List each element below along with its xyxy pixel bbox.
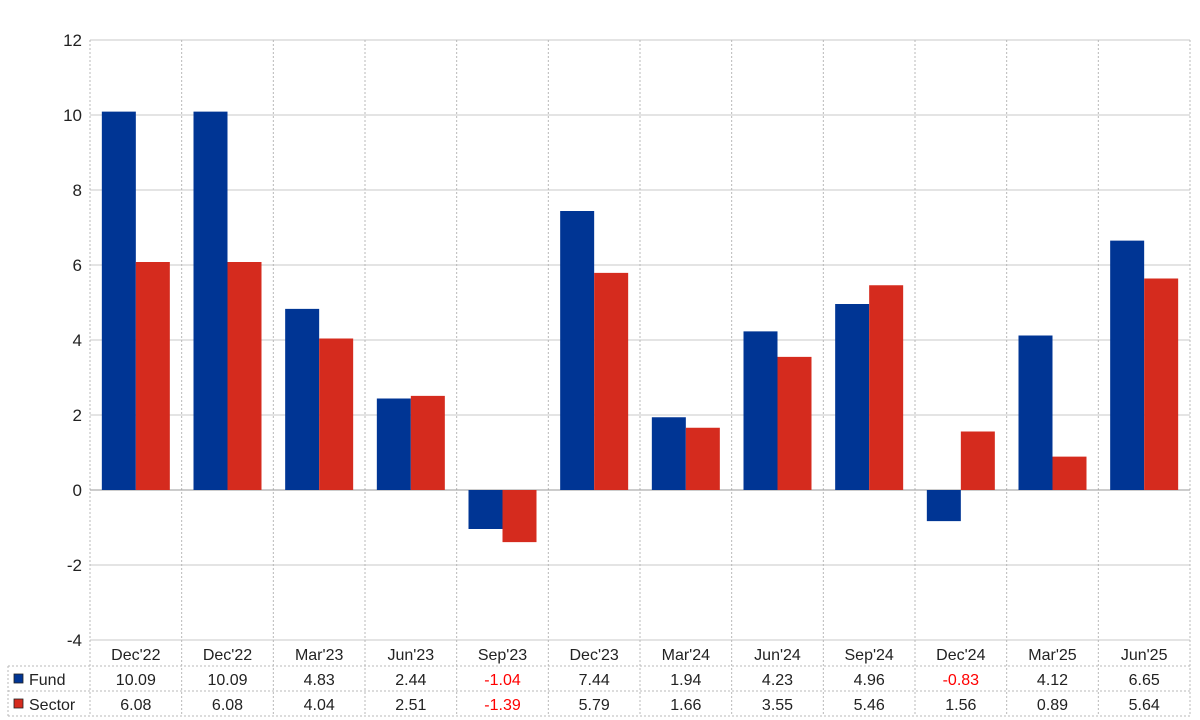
bar-sector — [685, 427, 720, 490]
y-tick-label: -4 — [67, 631, 82, 650]
data-label-sector: -1.39 — [484, 697, 521, 714]
data-label-sector: 5.79 — [579, 697, 610, 714]
bar-fund — [651, 417, 686, 490]
data-label-fund: 6.65 — [1129, 672, 1160, 689]
y-tick-label: 12 — [63, 31, 82, 50]
x-category-label: Dec'22 — [203, 647, 252, 664]
data-label-sector: 2.51 — [395, 697, 426, 714]
data-label-sector: 5.64 — [1129, 697, 1160, 714]
bar-sector — [869, 285, 904, 490]
y-tick-label: 8 — [73, 181, 82, 200]
bars — [101, 111, 1179, 543]
bar-sector — [319, 338, 354, 490]
data-label-sector: 5.46 — [854, 697, 885, 714]
data-label-sector: 4.04 — [304, 697, 335, 714]
data-label-fund: 4.23 — [762, 672, 793, 689]
bar-sector — [1052, 456, 1087, 490]
bar-fund — [743, 331, 778, 490]
bar-fund — [1110, 240, 1145, 490]
y-tick-label: 6 — [73, 256, 82, 275]
bar-fund — [468, 490, 503, 529]
data-label-fund: 4.83 — [304, 672, 335, 689]
data-label-fund: 10.09 — [207, 672, 247, 689]
x-category-label: Mar'24 — [662, 647, 711, 664]
bar-sector — [135, 262, 170, 490]
gridlines — [7, 39, 1191, 716]
data-label-fund: 4.96 — [854, 672, 885, 689]
x-category-label: Sep'23 — [478, 647, 527, 664]
data-label-fund: -0.83 — [943, 672, 980, 689]
data-label-sector: 6.08 — [212, 697, 243, 714]
bar-fund — [101, 111, 136, 490]
data-label-sector: 1.66 — [670, 697, 701, 714]
legend-label-fund: Fund — [29, 672, 65, 689]
data-label-fund: 2.44 — [395, 672, 426, 689]
data-label-sector: 6.08 — [120, 697, 151, 714]
data-label-fund: 1.94 — [670, 672, 701, 689]
x-category-label: Mar'25 — [1028, 647, 1077, 664]
y-tick-label: 10 — [63, 106, 82, 125]
data-table: Dec'22 Dec'22 Mar'23 Jun'23 Sep'23 Dec'23 Mar'… — [8, 647, 1190, 717]
bar-fund — [1018, 335, 1053, 490]
bar-sector — [410, 395, 445, 490]
bar-sector — [1144, 278, 1179, 490]
y-axis: -4 -2 0 2 4 6 8 10 12 — [63, 31, 82, 650]
data-label-fund: 7.44 — [579, 672, 610, 689]
bar-fund — [926, 490, 961, 522]
x-category-label: Jun'25 — [1121, 647, 1168, 664]
bar-sector — [227, 262, 262, 490]
y-tick-label: -2 — [67, 556, 82, 575]
legend-swatch-fund — [13, 673, 24, 684]
bar-fund — [193, 111, 228, 490]
bar-sector — [960, 431, 995, 490]
x-category-label: Dec'22 — [111, 647, 160, 664]
data-label-sector: 3.55 — [762, 697, 793, 714]
x-category-label: Dec'23 — [570, 647, 619, 664]
bar-fund — [285, 308, 320, 490]
legend-label-sector: Sector — [29, 697, 76, 714]
bar-fund — [560, 211, 595, 490]
x-category-label: Mar'23 — [295, 647, 344, 664]
y-tick-label: 2 — [73, 406, 82, 425]
data-label-fund: -1.04 — [484, 672, 521, 689]
x-category-label: Dec'24 — [936, 647, 985, 664]
bar-fund — [376, 398, 411, 490]
x-category-label: Jun'23 — [388, 647, 435, 664]
y-tick-label: 0 — [73, 481, 82, 500]
x-category-label: Sep'24 — [845, 647, 894, 664]
y-tick-label: 4 — [73, 331, 82, 350]
data-label-sector: 1.56 — [945, 697, 976, 714]
bar-fund — [835, 304, 870, 490]
x-category-label: Jun'24 — [754, 647, 801, 664]
legend-swatch-sector — [13, 698, 24, 709]
data-label-sector: 0.89 — [1037, 697, 1068, 714]
bar-sector — [594, 272, 629, 490]
data-label-fund: 4.12 — [1037, 672, 1068, 689]
bar-sector — [777, 356, 812, 490]
bar-sector — [502, 490, 537, 543]
data-label-fund: 10.09 — [116, 672, 156, 689]
